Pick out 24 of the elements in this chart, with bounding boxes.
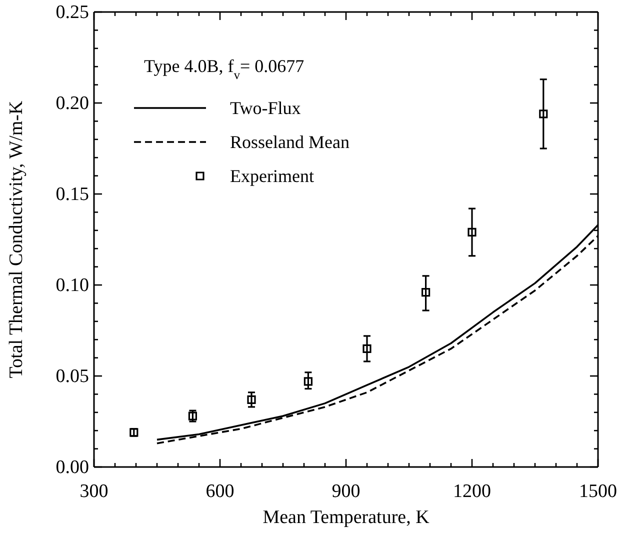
point [539,110,548,118]
point [422,288,430,297]
legend-label: Two-Flux [230,98,301,118]
point [188,412,197,420]
x-tick-label: 600 [206,480,234,502]
y-tick-label: 0.00 [56,457,89,478]
x-axis-title: Mean Temperature, K [262,507,430,528]
point [247,395,256,404]
legend-label: Experiment [230,166,314,186]
legend-label: Rosseland Mean [230,132,350,152]
x-tick-label: 300 [80,480,108,502]
y-tick-label: 0.10 [56,275,89,296]
point [468,228,476,237]
y-tick-label: 0.05 [56,366,89,388]
point [304,377,312,386]
x-tick-label: 1500 [579,480,617,502]
y-tick-label: 0.25 [56,2,89,24]
y-tick-label: 0.20 [56,93,89,114]
point [362,344,372,353]
x-tick-label: 900 [332,480,360,502]
y-axis-title: Total Thermal Conductivity, W/m-K [6,100,27,378]
y-tick-label: 0.15 [56,184,89,206]
legend-title: Type 4.0B, f$_{v}$= 0.0677 [144,56,304,82]
x-tick-label: 1200 [453,480,491,502]
